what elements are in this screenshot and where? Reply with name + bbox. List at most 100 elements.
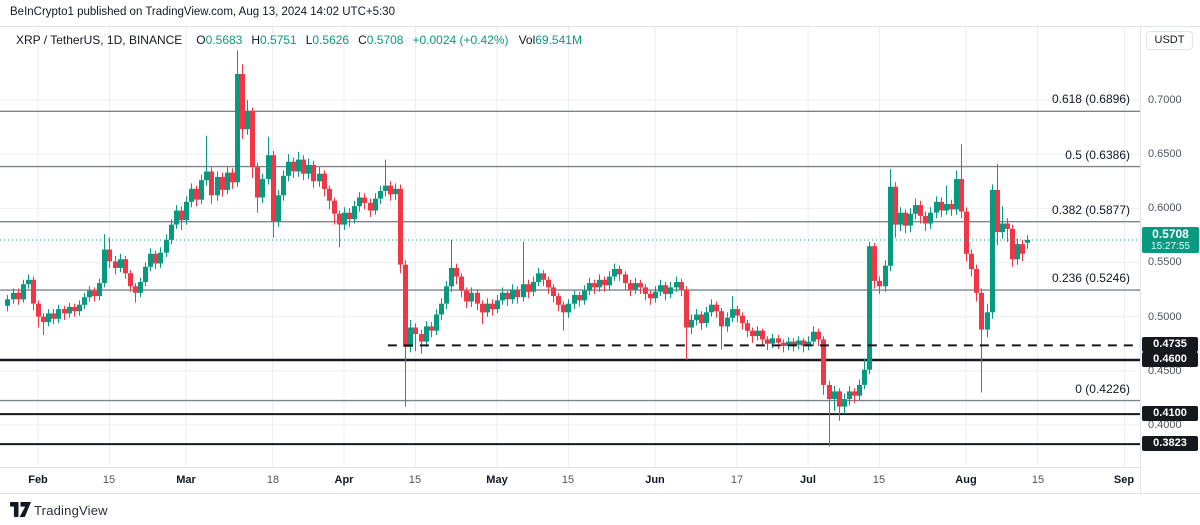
candle-body [944, 204, 949, 211]
candle-body [755, 330, 760, 337]
candle-body [709, 304, 714, 313]
ohlc-field: C0.5708 [358, 33, 404, 47]
candle-body [82, 297, 87, 305]
level-price-label: 0.3823 [1142, 436, 1198, 451]
time-axis[interactable]: Feb 15 Mar 18 Apr 15 May 15 Jun 17 Jul 15 Aug 15 Sep [0, 467, 1140, 493]
time-tick-label: Mar [176, 474, 196, 486]
plot-area[interactable]: 0.618 (0.6896) 0.5 (0.6386) 0.382 (0.5877)… [0, 27, 1140, 467]
fib-level-label[interactable]: 0.236 (0.5246) [1051, 271, 1130, 285]
symbol-title[interactable]: XRP / TetherUS, 1D, BINANCE [16, 33, 183, 47]
candlestick-chart[interactable] [0, 27, 1140, 467]
fib-level-label[interactable]: 0.382 (0.5877) [1051, 203, 1130, 217]
candle-body [674, 282, 679, 288]
candle-body [750, 330, 755, 337]
candle-body [235, 74, 240, 183]
candle-body [964, 211, 969, 254]
candle-body [41, 316, 46, 323]
symbol-legend[interactable]: XRP / TetherUS, 1D, BINANCE O0.5683 H0.575… [16, 33, 582, 51]
change-value: +0.0024 (+0.42%) [412, 33, 509, 47]
candle-body [786, 341, 791, 346]
candle-body [357, 197, 362, 207]
candle-body [546, 279, 551, 288]
ohlc-field: H0.5751 [251, 33, 297, 47]
candle-body [617, 269, 622, 275]
candle-body [77, 304, 82, 312]
price-axis[interactable]: USDT 0.7000 0.6500 0.6000 0.5500 0.5000 0.450… [1140, 27, 1200, 493]
fib-level-label[interactable]: 0.5 (0.6386) [1065, 148, 1130, 162]
candle-body [413, 327, 418, 334]
candle-body [561, 304, 566, 313]
candle-body [689, 319, 694, 328]
candle-body [174, 210, 179, 225]
candle-body [133, 286, 138, 293]
candle-body [194, 188, 199, 200]
candle-body [383, 185, 388, 191]
candle-body [776, 338, 781, 343]
candle-body [623, 274, 628, 284]
candle-body [949, 204, 954, 210]
candle-body [179, 210, 184, 221]
candle-body [480, 303, 485, 313]
candle-body [5, 299, 10, 306]
bar-countdown: 15:27:55 [1151, 241, 1190, 252]
candle-body [281, 175, 286, 196]
candle-body [225, 172, 230, 190]
candle-body [204, 171, 209, 181]
time-tick-label: 15 [1031, 474, 1045, 486]
candle-body [1015, 244, 1020, 260]
time-tick-label: Jul [800, 474, 816, 486]
candle-body [643, 287, 648, 294]
candle-body [934, 201, 939, 213]
time-tick-label: 15 [872, 474, 886, 486]
candle-body [1020, 244, 1025, 254]
fib-level-label[interactable]: 0.618 (0.6896) [1051, 92, 1130, 106]
candle-body [796, 340, 801, 345]
candle-body [510, 289, 515, 300]
candle-body [434, 314, 439, 331]
candle-body [888, 186, 893, 266]
candle-body [500, 292, 505, 301]
candle-body [490, 303, 495, 310]
candle-body [515, 289, 520, 298]
candle-body [801, 340, 806, 346]
candle-body [541, 273, 546, 280]
candle-body [928, 212, 933, 224]
candle-body [770, 338, 775, 344]
candle-body [153, 253, 158, 264]
candle-body [62, 309, 67, 314]
candle-body [209, 171, 214, 196]
candle-body [102, 249, 107, 284]
candle-body [526, 284, 531, 292]
price-tick-label: 0.6500 [1148, 148, 1182, 160]
candle-body [128, 273, 133, 287]
candle-body [424, 326, 429, 342]
fib-level-label[interactable]: 0 (0.4226) [1075, 382, 1130, 396]
level-price-label: 0.4600 [1142, 352, 1198, 367]
candle-body [658, 285, 663, 292]
candle-body [821, 339, 826, 385]
price-tick-label: 0.5500 [1148, 256, 1182, 268]
candle-body [327, 188, 332, 201]
candle-body [536, 273, 541, 282]
candle-body [475, 292, 480, 304]
candle-body [148, 253, 153, 267]
candle-body [169, 224, 174, 240]
candle-body [918, 205, 923, 216]
candle-body [439, 303, 444, 315]
candle-body [913, 205, 918, 214]
candle-body [1000, 223, 1005, 233]
candle-body [16, 292, 21, 300]
candle-body [827, 384, 832, 399]
candle-body [291, 161, 296, 172]
candle-body [332, 200, 337, 214]
candle-body [454, 267, 459, 277]
tradingview-logo-icon[interactable] [10, 502, 31, 517]
tradingview-brand[interactable]: TradingView [34, 503, 108, 518]
price-tick-label: 0.6000 [1148, 202, 1182, 214]
candle-body [939, 201, 944, 211]
candle-body [322, 173, 327, 189]
candle-body [521, 284, 526, 298]
currency-button[interactable]: USDT [1146, 31, 1193, 50]
candle-body [337, 213, 342, 225]
candle-body [648, 293, 653, 299]
